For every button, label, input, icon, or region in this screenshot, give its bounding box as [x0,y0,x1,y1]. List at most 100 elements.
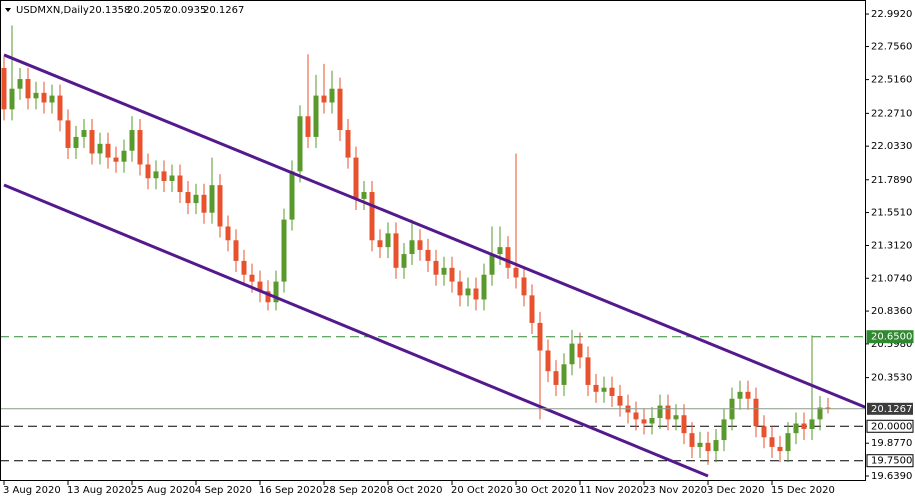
candle-body [193,194,199,204]
x-tick-label: 25 Aug 2020 [131,485,195,496]
candle-body [569,343,575,365]
candle-body [457,281,463,296]
candle-body [217,185,223,227]
price-label-box [867,402,913,415]
price-label: 20.1267 [871,404,912,415]
x-tick-label: 3 Aug 2020 [3,485,61,496]
y-tick-label: 19.8770 [871,438,912,449]
candle-body [513,267,519,278]
candle-body [257,281,263,292]
candle-body [177,175,183,193]
candle-body [233,240,239,261]
candle-body [169,175,175,182]
candle-body [409,240,415,255]
candle-body [89,130,95,154]
candle-body [289,171,295,220]
candle-body [561,364,567,385]
candle-body [705,442,711,452]
candle-body [425,249,431,261]
candle-body [401,254,407,268]
candle-body [577,343,583,358]
candle-body [25,79,31,99]
candle-body [201,194,207,213]
level-label-box [866,419,914,433]
y-tick-label: 21.7890 [871,175,912,186]
y-tick-label: 20.5980 [871,339,912,350]
candle-body [329,88,335,103]
candle-body [497,247,503,255]
candle-body [465,288,471,296]
candle-body [489,254,495,275]
candle-body [681,415,687,434]
x-tick-label: 15 Dec 2020 [771,485,835,496]
candle-body [793,423,799,434]
x-tick-label: 3 Dec 2020 [707,485,765,496]
candle-body [153,171,159,179]
level-label: 20.0000 [871,421,912,432]
y-tick-label: 20.8360 [871,306,912,317]
x-tick-label: 4 Sep 2020 [195,485,252,496]
candle-body [1,68,7,110]
candle-body [545,350,551,372]
plot-area [1,25,865,478]
candle-body [721,419,727,441]
candle-body [209,185,215,213]
candle-body [777,446,783,452]
candle-body [761,426,767,438]
candle-body [785,433,791,452]
menu-arrow[interactable] [5,8,11,12]
candle-body [585,357,591,385]
candle-body [33,92,39,99]
candle-body [249,274,255,282]
candle-body [521,277,527,296]
candle-body [105,143,111,158]
ohlc-low: 20.0935 [165,5,206,16]
candle-body [689,433,695,447]
candle-body [281,219,287,282]
candle-body [17,79,23,89]
candle-body [265,291,271,303]
candle-body [553,371,559,385]
y-tick-label: 21.5510 [871,208,912,219]
candle-body [449,267,455,282]
candle-body [297,116,303,172]
candle-body [417,240,423,250]
candle-body [609,387,615,396]
level-label-box [866,330,914,344]
candle-body [313,95,319,137]
candle-body [321,95,327,103]
candle-body [305,116,311,137]
candle-body [161,171,167,182]
candle-body [745,391,751,399]
y-tick-label: 22.9920 [871,9,912,20]
x-tick-label: 23 Nov 2020 [643,485,707,496]
candle-body [809,419,815,430]
candle-body [81,130,87,137]
candle-body [41,92,47,103]
candle-body [49,95,55,103]
x-tick-label: 11 Nov 2020 [579,485,643,496]
y-tick-label: 22.7560 [871,42,912,53]
candle-body [441,267,447,275]
y-tick-label: 21.0740 [871,273,912,284]
y-tick-label: 22.2710 [871,108,912,119]
level-label: 19.7500 [871,456,912,467]
candle-body [185,192,191,204]
candle-body [649,417,655,424]
candle-body [337,88,343,131]
y-tick-label: 22.0330 [871,141,912,152]
candle-body [393,233,399,268]
candle-body [825,407,831,409]
candle-body [505,247,511,268]
candle-body [129,130,135,151]
x-tick-label: 16 Sep 2020 [259,485,322,496]
candle-body [529,295,535,323]
candle-body [633,412,639,420]
candle-body [65,120,71,148]
candle-body [353,157,359,199]
y-tick-label: 21.3120 [871,240,912,251]
candle-body [801,423,807,430]
x-tick-label: 28 Sep 2020 [323,485,386,496]
